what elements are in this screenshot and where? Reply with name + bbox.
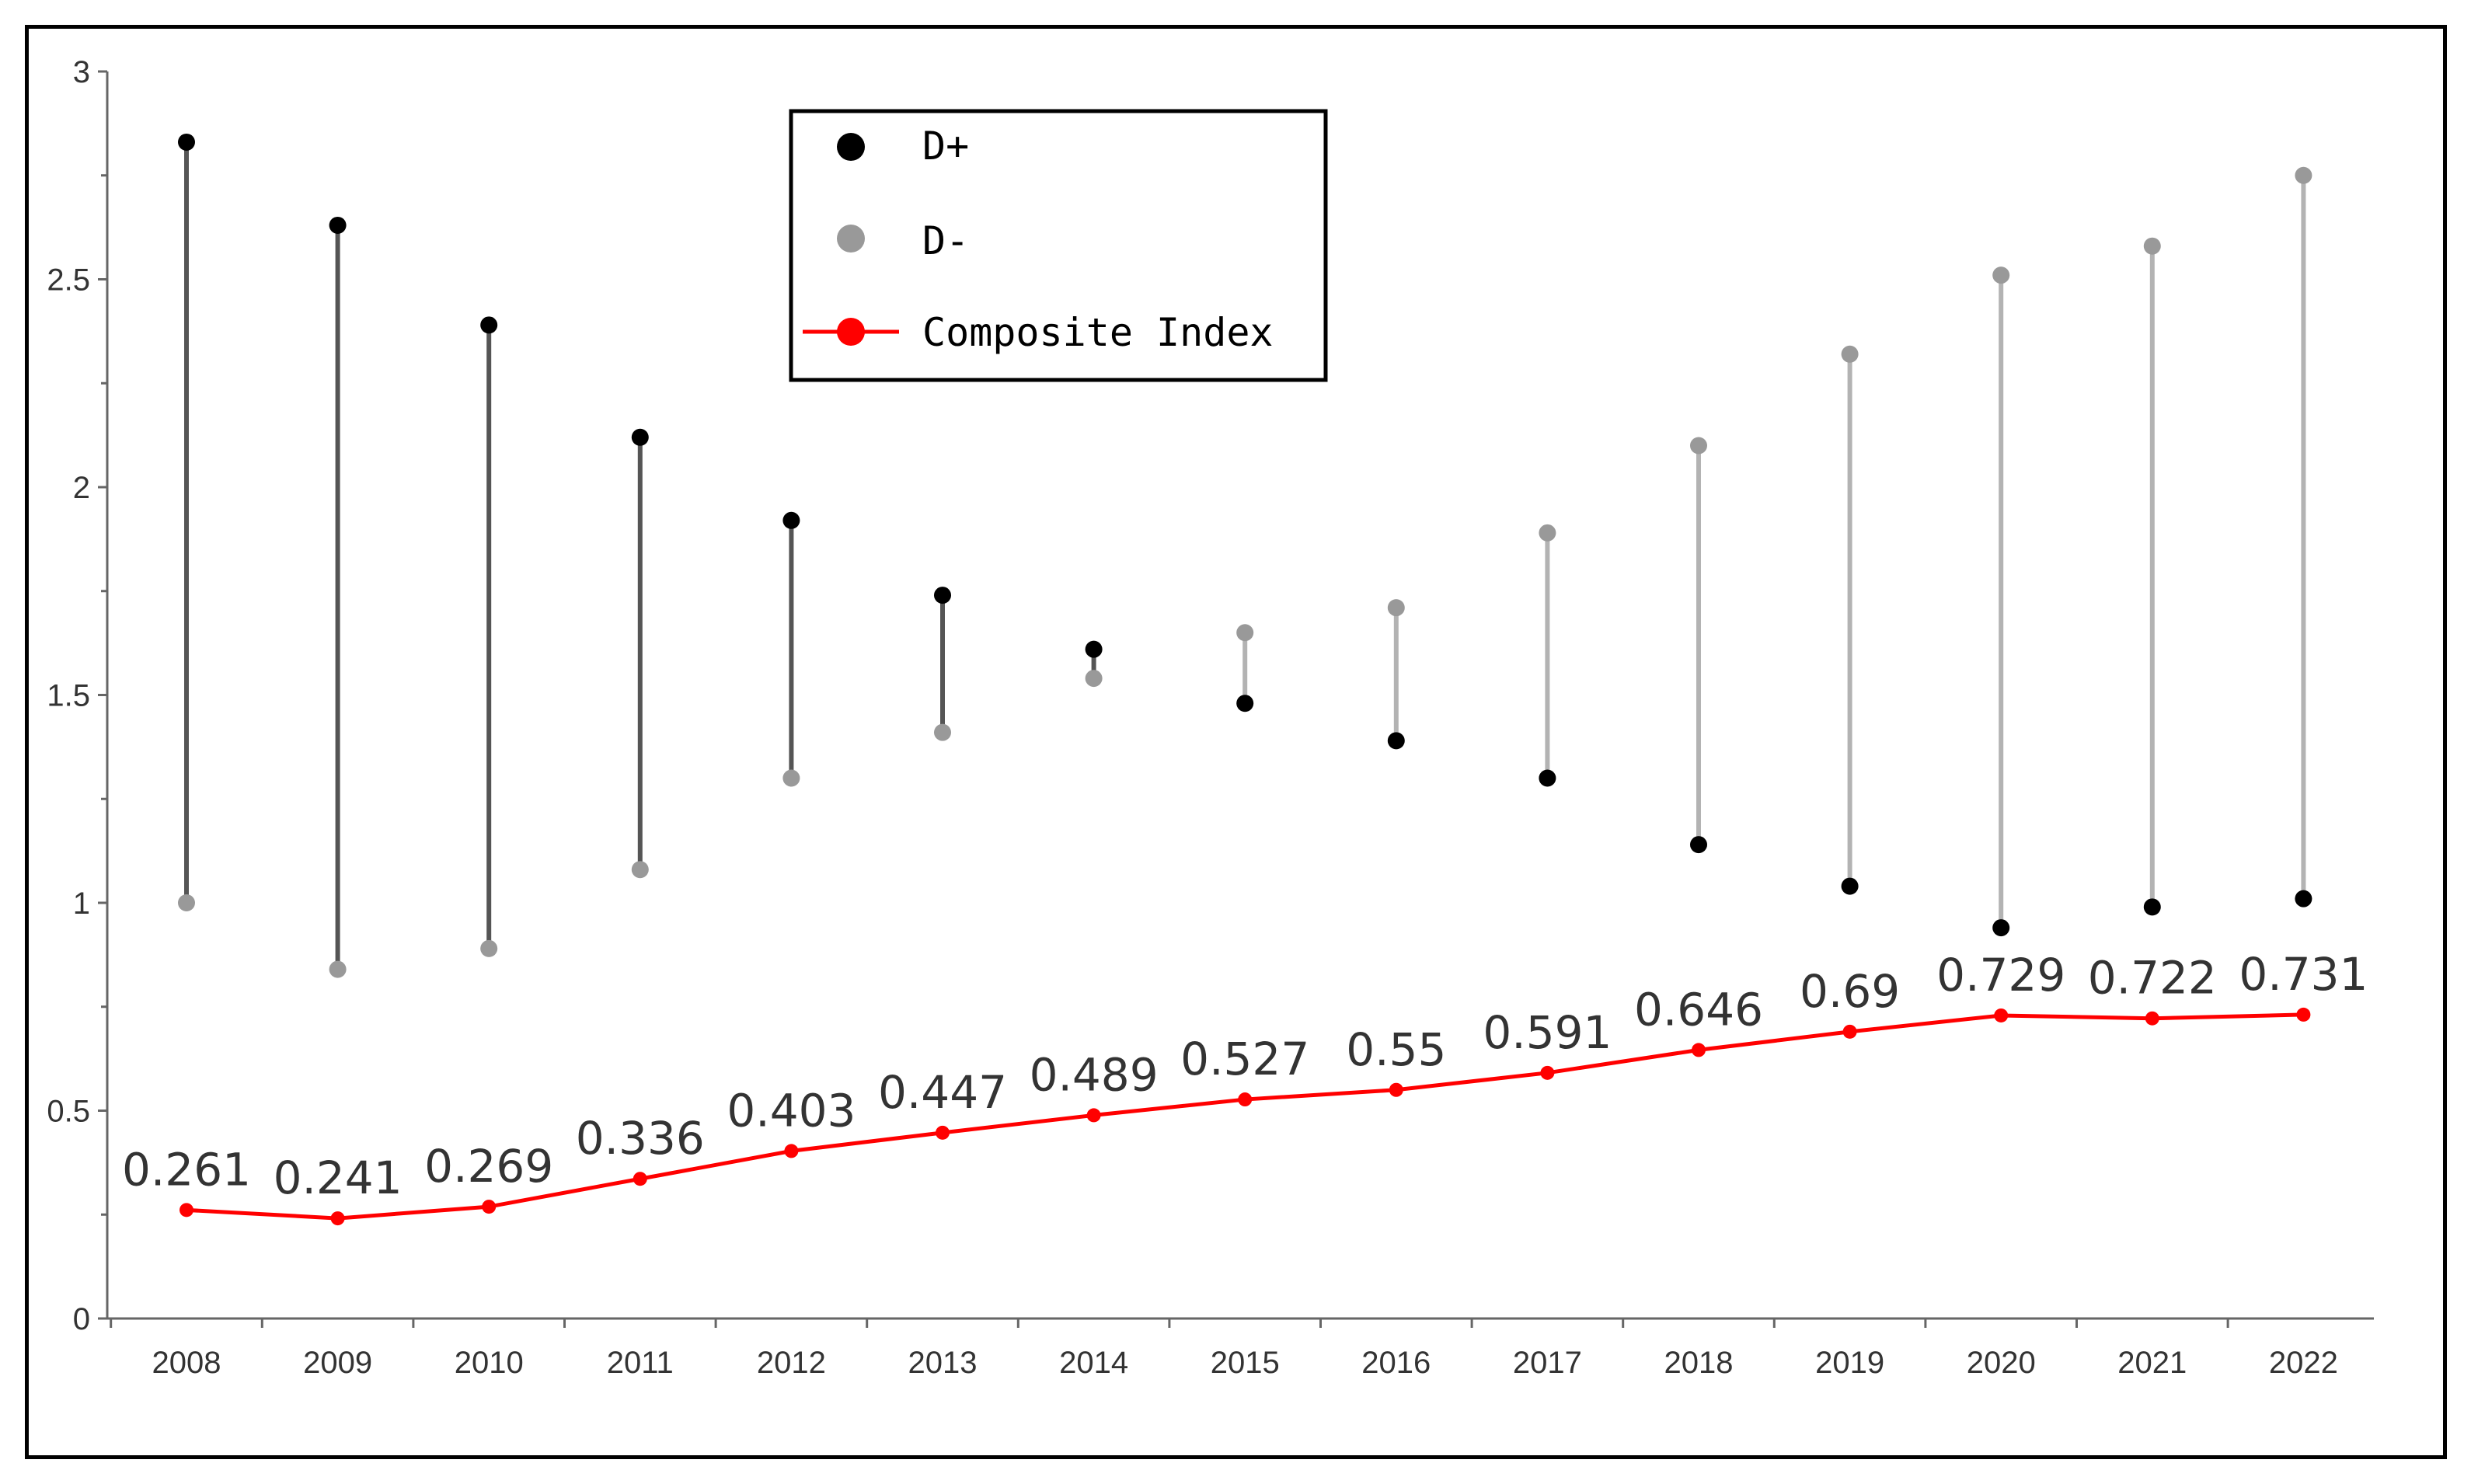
- dplus-point: [631, 428, 649, 446]
- dplus-point: [1690, 836, 1707, 854]
- legend: D+ D- Composite Index: [789, 109, 1328, 382]
- legend-composite-marker: [837, 318, 865, 346]
- dminus-points: [178, 166, 2312, 978]
- composite-data-label: 0.336: [576, 1112, 705, 1165]
- composite-data-label: 0.447: [878, 1066, 1007, 1119]
- x-tick-label: 2016: [1361, 1346, 1431, 1380]
- dminus-point: [1539, 524, 1556, 542]
- legend-composite-label: Composite Index: [922, 310, 1274, 355]
- dminus-point: [1690, 437, 1707, 455]
- x-tick-label: 2012: [757, 1346, 826, 1380]
- composite-point: [633, 1172, 647, 1186]
- dminus-point: [1085, 670, 1103, 688]
- composite-data-label: 0.489: [1030, 1048, 1159, 1101]
- composite-point: [1238, 1092, 1253, 1107]
- legend-dplus-marker: [837, 133, 865, 161]
- dminus-point: [2295, 166, 2312, 184]
- x-tick-label: 2009: [303, 1346, 372, 1380]
- dplus-points: [178, 133, 2312, 937]
- x-tick-label: 2008: [152, 1346, 221, 1380]
- y-tick-label: 0.5: [47, 1095, 90, 1129]
- legend-dminus-marker: [837, 225, 865, 253]
- y-tick-label: 3: [73, 55, 90, 89]
- composite-data-label: 0.729: [1936, 949, 2065, 1002]
- dplus-point: [1085, 640, 1103, 658]
- y-tick-label: 0: [73, 1302, 90, 1336]
- composite-point: [179, 1203, 193, 1218]
- dplus-point: [1539, 769, 1556, 787]
- dminus-point: [1992, 266, 2010, 284]
- composite-data-label: 0.403: [727, 1084, 856, 1137]
- composite-data-label: 0.722: [2088, 952, 2217, 1005]
- dminus-point: [631, 861, 649, 879]
- dplus-point: [178, 133, 195, 151]
- dplus-point: [1236, 695, 1254, 712]
- composite-data-label: 0.591: [1483, 1006, 1612, 1059]
- composite-data-label: 0.55: [1346, 1023, 1446, 1076]
- x-tick-label: 2018: [1664, 1346, 1734, 1380]
- dplus-point: [1992, 919, 2010, 937]
- dplus-point: [782, 511, 800, 529]
- composite-point: [784, 1144, 799, 1158]
- dminus-point: [782, 769, 800, 787]
- dplus-point: [2143, 898, 2161, 916]
- composite-labels: 0.261 0.241 0.269 0.336 0.403 0.447 0.489 0.527…: [122, 948, 2368, 1204]
- dminus-point: [2143, 237, 2161, 255]
- x-tick-label: 2013: [908, 1346, 978, 1380]
- dplus-point: [934, 587, 951, 604]
- composite-point: [1692, 1043, 1706, 1057]
- x-tick-label: 2017: [1513, 1346, 1582, 1380]
- composite-data-label: 0.261: [122, 1143, 251, 1196]
- legend-dminus-label: D-: [922, 218, 969, 263]
- dplus-point: [329, 216, 347, 234]
- y-tick-label: 2.5: [47, 263, 90, 298]
- x-tick-label: 2015: [1211, 1346, 1280, 1380]
- composite-point: [1540, 1065, 1555, 1080]
- chart-svg: 0 0.5 1 1.5 2 2.5 3 2008 2009 2010 2011 2012 2013 201…: [47, 55, 2374, 1380]
- dminus-point: [1236, 624, 1254, 642]
- composite-data-label: 0.241: [274, 1151, 403, 1204]
- composite-point: [2145, 1011, 2159, 1026]
- x-tick-label: 2010: [455, 1346, 524, 1380]
- legend-box: [789, 109, 1328, 382]
- composite-point: [1842, 1024, 1857, 1039]
- x-tick-label: 2011: [607, 1346, 674, 1380]
- dminus-point: [1387, 599, 1405, 617]
- composite-point: [330, 1211, 345, 1226]
- x-tick-label: 2020: [1967, 1346, 2036, 1380]
- y-tick-label: 1: [73, 887, 90, 921]
- legend-dplus-label: D+: [922, 124, 969, 169]
- composite-point: [482, 1200, 497, 1214]
- dminus-point: [178, 894, 195, 911]
- dplus-point: [2295, 890, 2312, 907]
- dplus-point: [1841, 877, 1859, 895]
- composite-point: [2296, 1007, 2311, 1022]
- composite-point: [1086, 1108, 1101, 1123]
- range-lines: [184, 141, 2306, 970]
- dminus-point: [480, 939, 498, 957]
- dplus-point: [1387, 732, 1405, 750]
- chart-frame: 0 0.5 1 1.5 2 2.5 3 2008 2009 2010 2011 2012 2013 201…: [25, 25, 2447, 1459]
- dminus-point: [329, 960, 347, 978]
- composite-data-label: 0.527: [1180, 1033, 1309, 1085]
- composite-data-label: 0.69: [1800, 965, 1900, 1018]
- composite-point: [1994, 1008, 2009, 1022]
- composite-data-label: 0.269: [424, 1140, 553, 1193]
- composite-series: [179, 1007, 2311, 1226]
- composite-data-label: 0.646: [1634, 983, 1763, 1036]
- dminus-point: [1841, 345, 1859, 363]
- y-tick-label: 2: [73, 471, 90, 505]
- x-tick-label: 2021: [2117, 1346, 2187, 1380]
- dminus-point: [934, 723, 951, 741]
- y-tick-label: 1.5: [47, 679, 90, 713]
- composite-point: [936, 1125, 950, 1140]
- x-tick-label: 2022: [2269, 1346, 2338, 1380]
- x-tick-label: 2014: [1059, 1346, 1128, 1380]
- dplus-point: [480, 316, 498, 334]
- composite-point: [1389, 1082, 1403, 1097]
- x-tick-label: 2019: [1815, 1346, 1884, 1380]
- composite-data-label: 0.731: [2239, 948, 2368, 1001]
- axes: 0 0.5 1 1.5 2 2.5 3 2008 2009 2010 2011 2012 2013 201…: [47, 55, 2374, 1380]
